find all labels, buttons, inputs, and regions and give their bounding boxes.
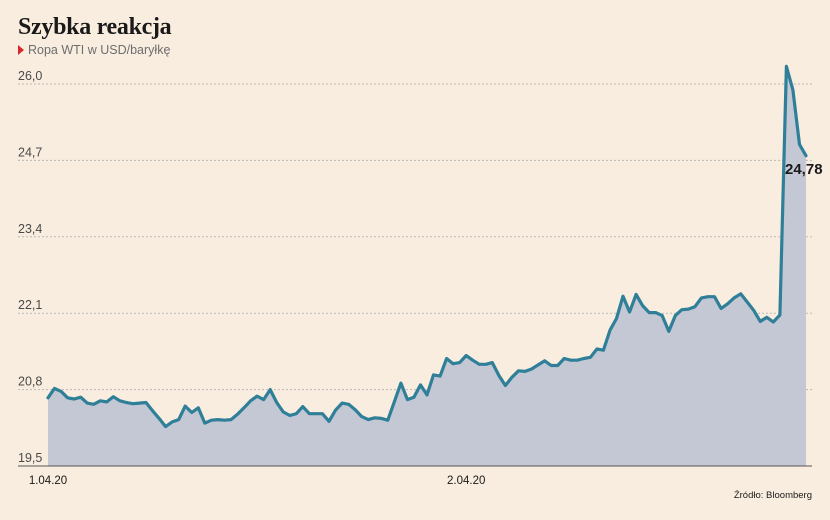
y-tick-label: 22,1 — [18, 298, 42, 312]
subtitle-text: Ropa WTI w USD/baryłkę — [28, 43, 171, 57]
x-tick-labels: 1.04.20 2.04.20 — [29, 475, 486, 487]
series-line — [46, 64, 808, 429]
chart-subtitle: Ropa WTI w USD/baryłkę — [18, 43, 170, 57]
y-tick-label: 20,8 — [18, 375, 42, 389]
y-tick-label: 26,0 — [18, 69, 42, 83]
source-note: Źródło: Bloomberg — [733, 490, 812, 501]
y-tick-labels: 19,5 20,8 22,1 23,4 24,7 26,0 — [18, 69, 42, 465]
x-tick-label: 1.04.20 — [29, 475, 67, 487]
y-tick-label: 19,5 — [18, 451, 42, 465]
x-tick-label: 2.04.20 — [447, 475, 485, 487]
y-tick-label: 23,4 — [18, 222, 42, 236]
last-value-label: 24,78 — [785, 161, 823, 178]
red-triangle-marker-icon — [18, 45, 24, 55]
chart-title: Szybka reakcja — [18, 14, 172, 40]
y-tick-label: 24,7 — [18, 145, 42, 159]
area-fill — [48, 66, 806, 467]
